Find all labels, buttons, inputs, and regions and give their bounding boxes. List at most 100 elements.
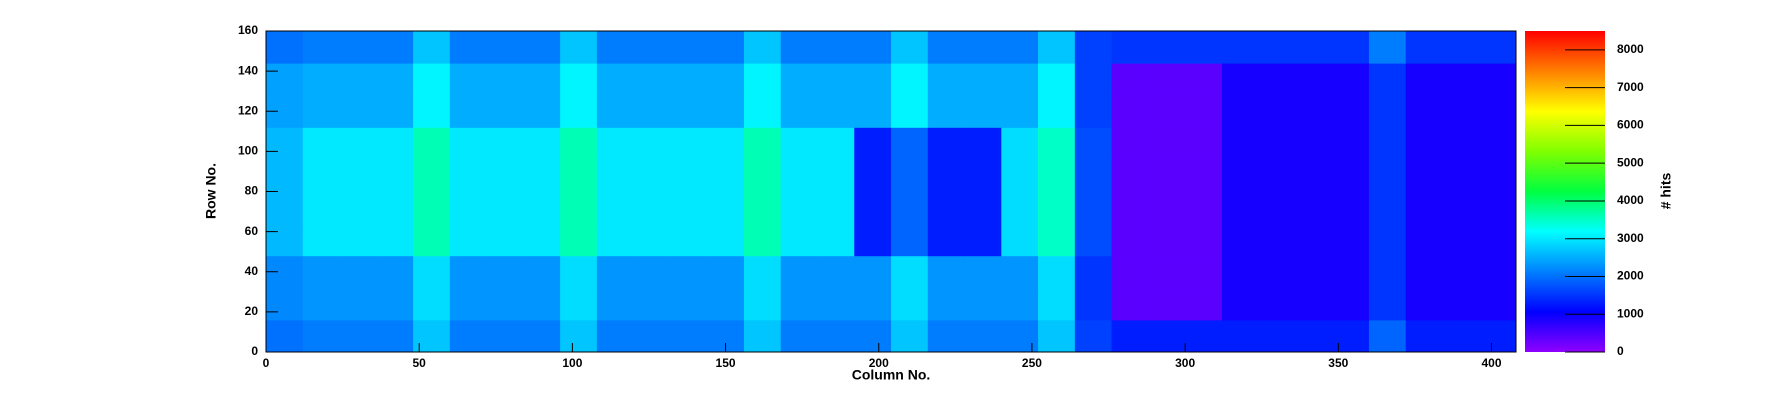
heatmap-cell — [817, 287, 855, 321]
heatmap-cell — [1185, 223, 1223, 257]
heatmap-cell — [1479, 319, 1517, 353]
heatmap-cell — [266, 319, 304, 353]
heatmap-cell — [302, 223, 341, 257]
heatmap-cell — [707, 255, 745, 289]
heatmap-cell — [1111, 95, 1149, 128]
heatmap-cell — [817, 223, 855, 257]
x-tick-label: 300 — [1175, 356, 1195, 370]
heatmap-cell — [854, 287, 892, 321]
colorbar-title: # hits — [1658, 173, 1674, 210]
heatmap-cell — [449, 159, 488, 192]
heatmap-cell — [633, 159, 671, 192]
heatmap-cell — [964, 255, 1002, 289]
heatmap-cell — [854, 63, 892, 96]
heatmap-cell — [1368, 255, 1407, 289]
heatmap-cell — [560, 63, 598, 96]
heatmap-cell — [927, 255, 966, 289]
heatmap-cell — [596, 95, 635, 128]
heatmap-cell — [1185, 255, 1223, 289]
heatmap-cell — [891, 191, 929, 225]
heatmap-cell — [339, 127, 377, 160]
heatmap-cell — [1405, 191, 1443, 225]
heatmap-cell — [964, 223, 1002, 257]
heatmap-cell — [1258, 223, 1296, 257]
heatmap-cell — [1221, 127, 1260, 160]
heatmap-cell — [339, 31, 377, 64]
heatmap-cell — [449, 255, 488, 289]
heatmap-cell — [413, 191, 451, 225]
heatmap-cell — [376, 63, 414, 96]
heatmap-cell — [1221, 159, 1260, 192]
heatmap-cell — [1332, 31, 1370, 64]
heatmap-cell — [670, 127, 708, 160]
heatmap-cell — [486, 319, 524, 353]
heatmap-cell — [1038, 31, 1076, 64]
heatmap-cell — [1368, 191, 1407, 225]
y-tick-label: 20 — [245, 304, 259, 318]
heatmap-cell — [376, 255, 414, 289]
heatmap-cell — [266, 63, 304, 96]
heatmap-cell — [817, 319, 855, 353]
heatmap-cell — [1148, 255, 1186, 289]
heatmap-cell — [523, 95, 561, 128]
heatmap-cell — [891, 63, 929, 96]
heatmap-cell — [1295, 191, 1333, 225]
heatmap-cell — [1368, 319, 1407, 353]
heatmap-cell — [1148, 31, 1186, 64]
heatmap-cell — [891, 223, 929, 257]
heatmap-cell — [1111, 255, 1149, 289]
heatmap-cell — [1479, 255, 1517, 289]
heatmap-cell — [1074, 95, 1113, 128]
heatmap-cell — [1001, 223, 1039, 257]
heatmap-cell — [413, 255, 451, 289]
heatmap-cell — [1038, 287, 1076, 321]
heatmap-cell — [1258, 159, 1296, 192]
heatmap-cell — [854, 223, 892, 257]
heatmap-cell — [817, 191, 855, 225]
x-tick-label: 350 — [1328, 356, 1348, 370]
heatmap-cell — [817, 255, 855, 289]
heatmap-cell — [302, 31, 341, 64]
heatmap-cell — [1221, 95, 1260, 128]
colorbar-tick-label: 5000 — [1617, 155, 1644, 169]
heatmap-cell — [339, 191, 377, 225]
colorbar-tick-label: 7000 — [1617, 80, 1644, 94]
heatmap-cell — [1332, 255, 1370, 289]
heatmap-cell — [1221, 319, 1260, 353]
heatmap-cell — [1111, 63, 1149, 96]
heatmap-cell — [302, 63, 341, 96]
heatmap-cell — [523, 255, 561, 289]
heatmap-cell — [302, 191, 341, 225]
heatmap-cell — [449, 95, 488, 128]
heatmap-cell — [854, 319, 892, 353]
heatmap-cell — [964, 319, 1002, 353]
heatmap-cell — [449, 319, 488, 353]
x-tick-label: 150 — [716, 356, 736, 370]
heatmap-cell — [743, 191, 782, 225]
heatmap-cell — [302, 127, 341, 160]
heatmap-cell — [854, 255, 892, 289]
heatmap-cell — [891, 287, 929, 321]
heatmap-cell — [1479, 223, 1517, 257]
heatmap-cell — [523, 127, 561, 160]
heatmap-cell — [1332, 63, 1370, 96]
heatmap-cell — [891, 319, 929, 353]
heatmap-cell — [1221, 31, 1260, 64]
heatmap-cell — [891, 159, 929, 192]
heatmap-cell — [927, 319, 966, 353]
heatmap-cell — [1332, 95, 1370, 128]
heatmap-cell — [891, 31, 929, 64]
heatmap-cell — [707, 63, 745, 96]
heatmap-cell — [964, 159, 1002, 192]
heatmap-cell — [486, 223, 524, 257]
heatmap-cell — [1332, 159, 1370, 192]
heatmap-cell — [449, 223, 488, 257]
heatmap-cell — [1479, 287, 1517, 321]
heatmap-cell — [1001, 63, 1039, 96]
heatmap-cell — [1479, 127, 1517, 160]
heatmap-cell — [854, 159, 892, 192]
y-tick-label: 60 — [245, 224, 259, 238]
colorbar-tick-label: 3000 — [1617, 231, 1644, 245]
heatmap-cell — [449, 63, 488, 96]
heatmap-cell — [743, 31, 782, 64]
